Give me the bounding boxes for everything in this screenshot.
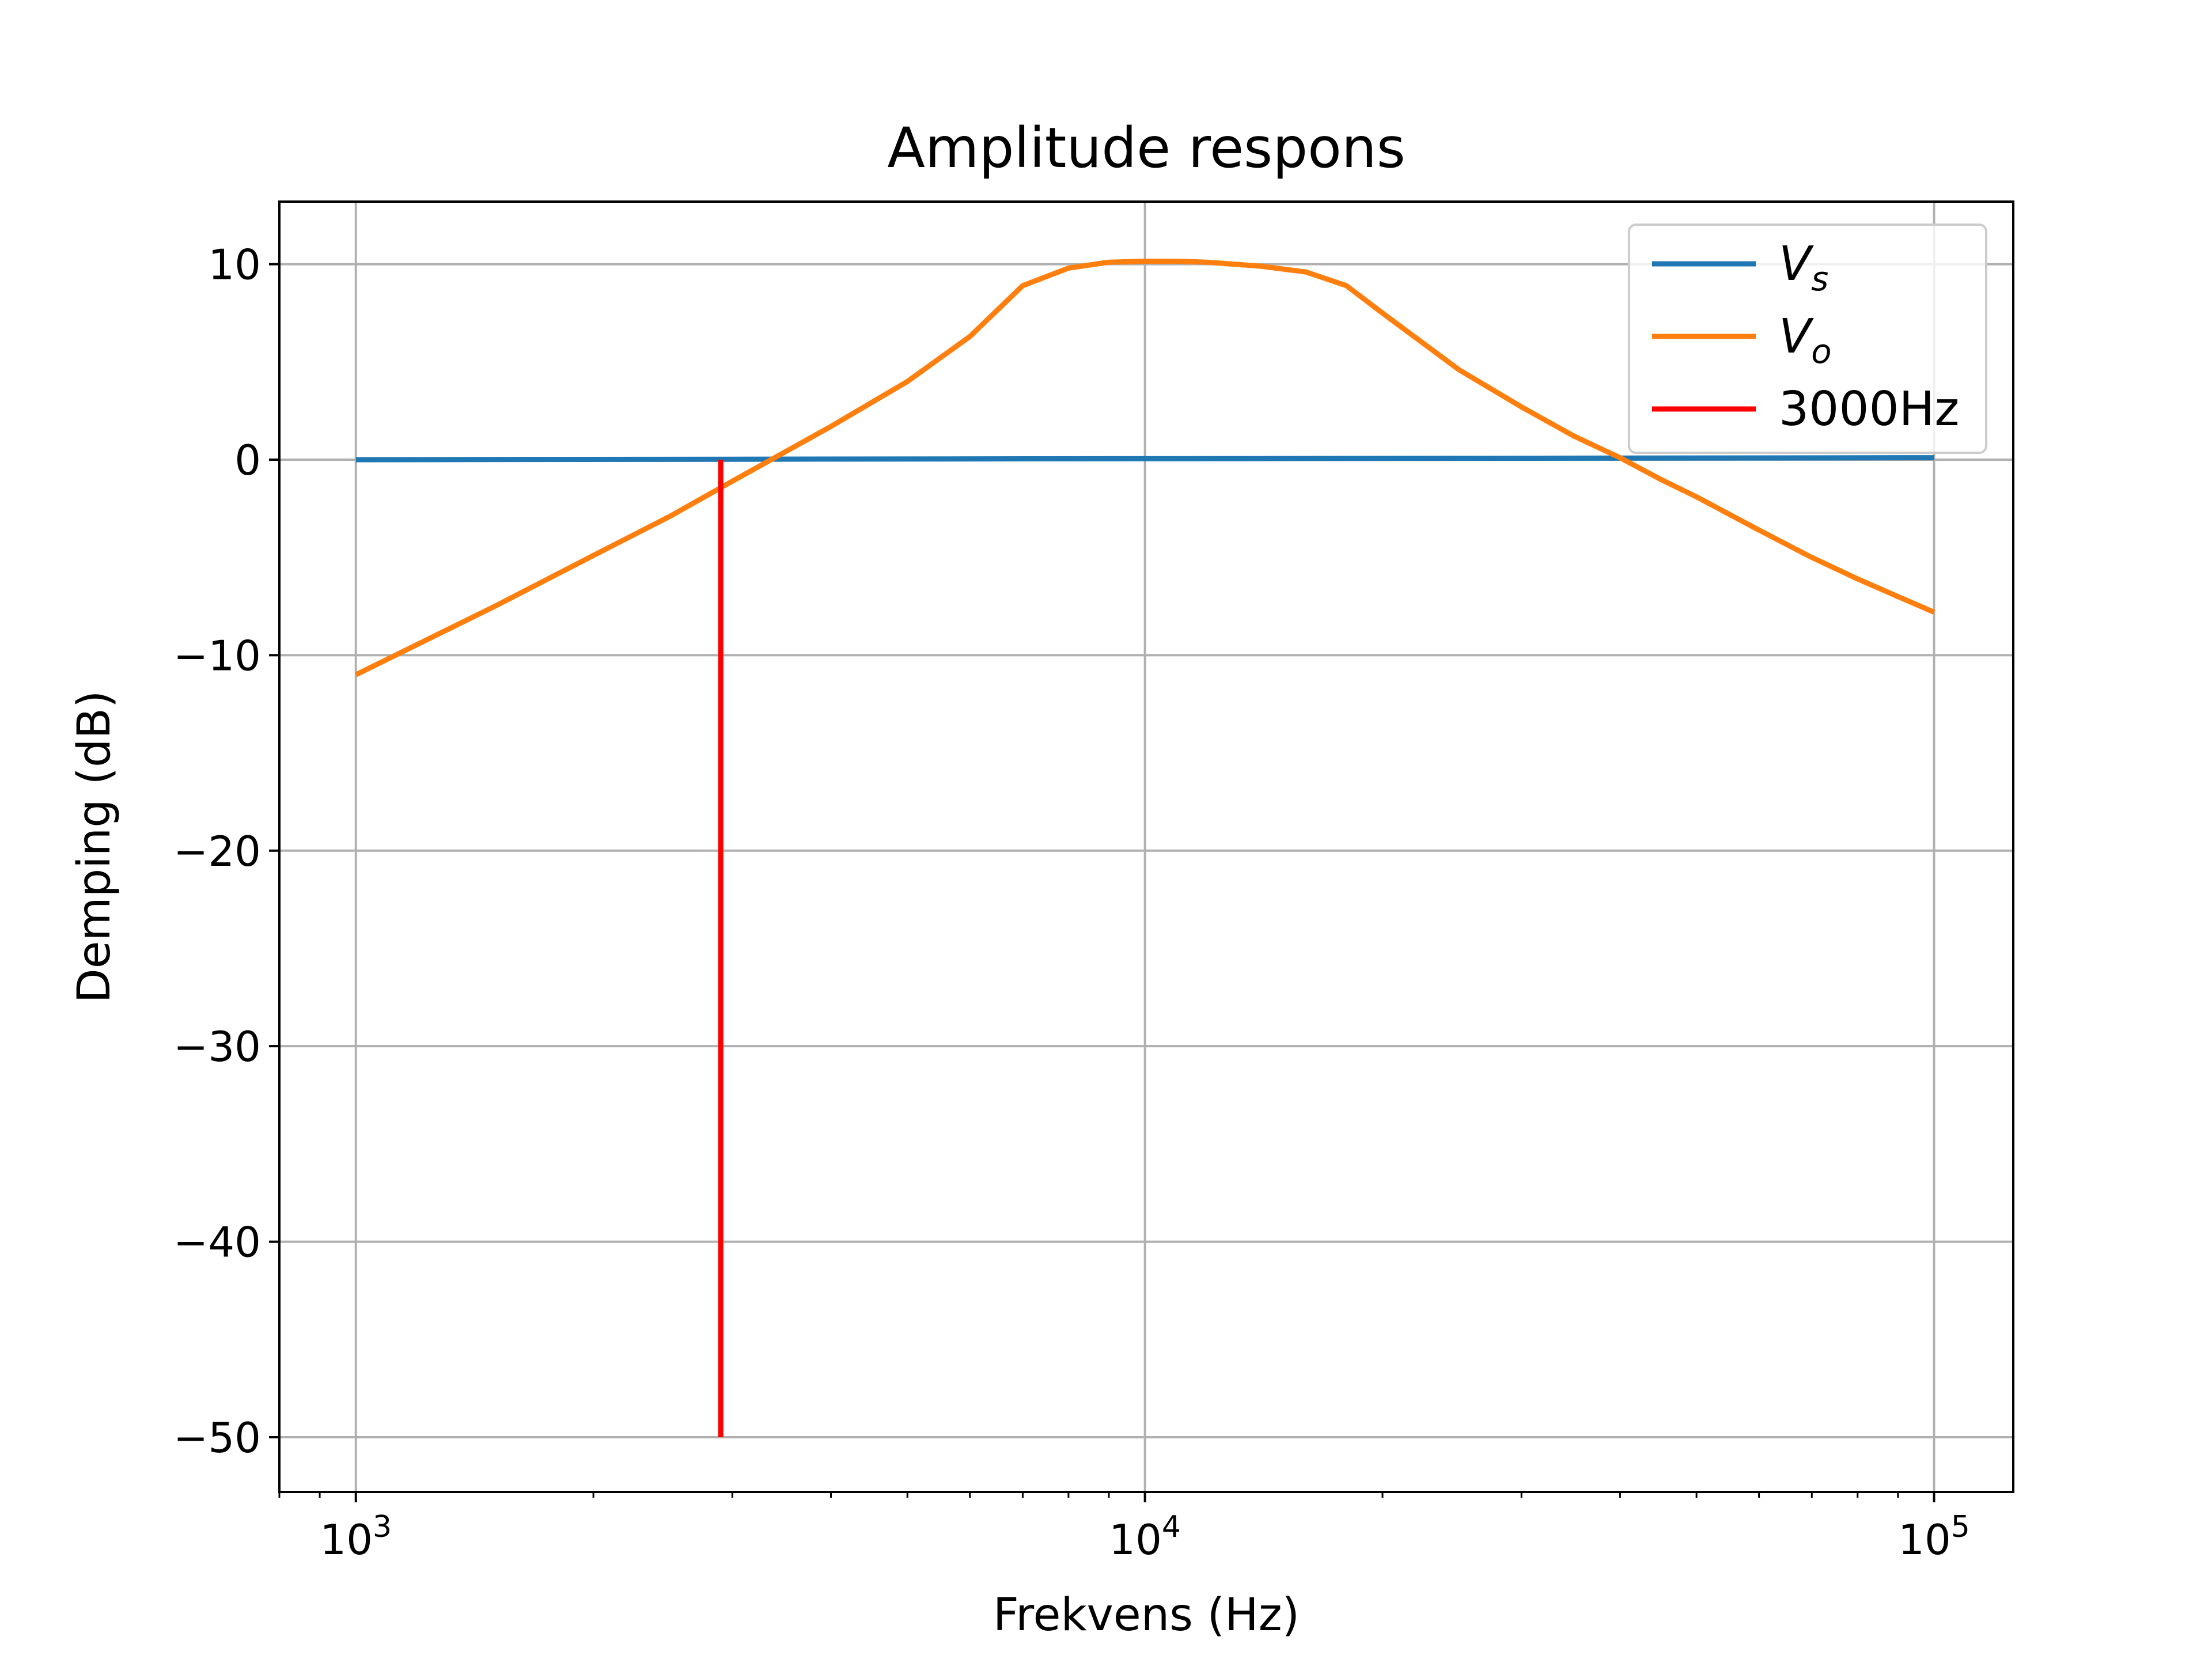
legend-label-name: V bbox=[1779, 309, 1814, 364]
x-tick-label-base: 10 bbox=[1109, 1516, 1162, 1564]
x-tick-label-base: 10 bbox=[1898, 1516, 1951, 1564]
legend-box bbox=[1628, 224, 1987, 454]
legend-label-subscript: o bbox=[1811, 332, 1832, 371]
legend-label-name: V bbox=[1779, 237, 1814, 291]
legend-label-name: 3000Hz bbox=[1779, 382, 1959, 437]
y-tick-label: −40 bbox=[173, 1218, 261, 1267]
series-line-vo bbox=[354, 259, 1936, 677]
series-line-vs bbox=[355, 455, 1934, 463]
x-tick-label-base: 10 bbox=[320, 1516, 373, 1564]
plot-frame bbox=[278, 200, 2014, 1493]
x-axis-label: Frekvens (Hz) bbox=[993, 1589, 1300, 1641]
y-tick-label: 0 bbox=[234, 436, 261, 484]
series-lines bbox=[354, 259, 1936, 1437]
y-axis-label: Demping (dB) bbox=[69, 691, 120, 1003]
y-ticks: 10 0 −10 −20 −30 −40 −50 bbox=[173, 241, 279, 1462]
legend-label: Vs bbox=[1779, 237, 1828, 298]
x-tick-label-exponent: 4 bbox=[1162, 1510, 1181, 1544]
chart-title: Amplitude respons bbox=[887, 116, 1405, 180]
x-tick-label: 104 bbox=[1109, 1510, 1181, 1564]
x-tick-label: 103 bbox=[320, 1510, 392, 1564]
x-ticks: 103 104 105 bbox=[278, 1492, 1970, 1564]
x-tick-label: 105 bbox=[1898, 1510, 1970, 1564]
y-tick-label: −30 bbox=[173, 1022, 261, 1071]
y-tick-label: −20 bbox=[173, 827, 261, 876]
legend-label-subscript: s bbox=[1811, 259, 1828, 298]
x-tick-label-exponent: 3 bbox=[373, 1510, 392, 1544]
x-tick-label-exponent: 5 bbox=[1951, 1510, 1970, 1544]
legend-label: 3000Hz bbox=[1779, 382, 1959, 437]
y-tick-label: 10 bbox=[208, 241, 261, 289]
y-tick-label: −50 bbox=[173, 1414, 261, 1462]
legend-label: Vo bbox=[1779, 309, 1832, 371]
y-tick-label: −10 bbox=[173, 631, 261, 680]
